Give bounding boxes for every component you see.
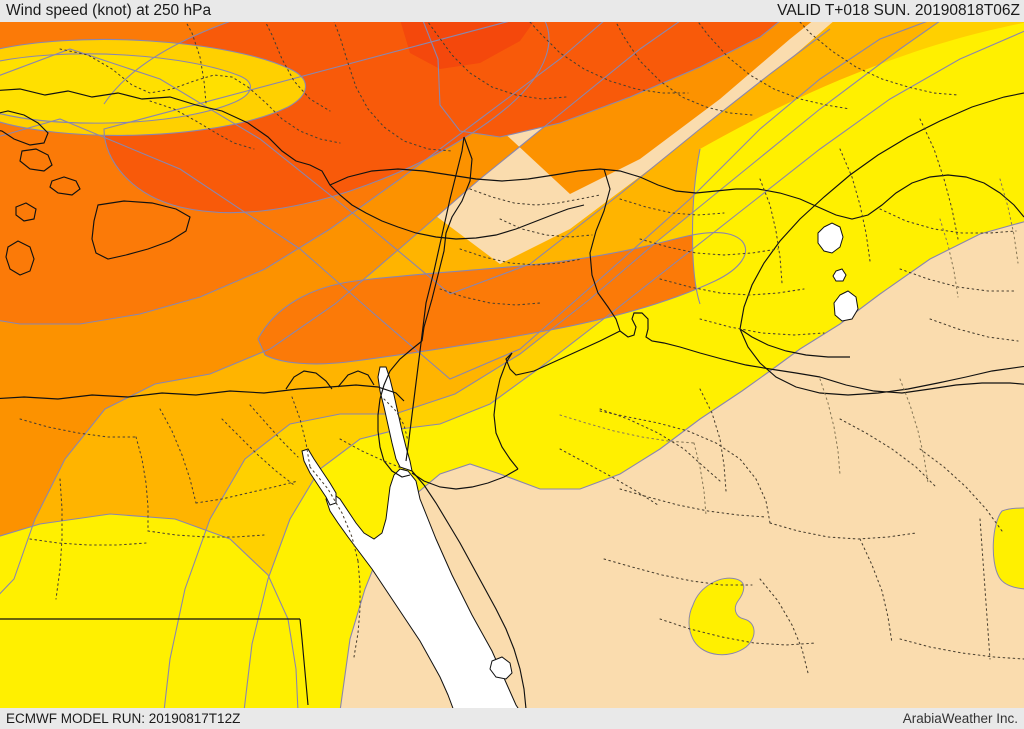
- provider-credit: ArabiaWeather Inc.: [902, 711, 1018, 726]
- pocket-yellow-saudi-1: [688, 577, 755, 656]
- gulf-island-2: [832, 268, 847, 282]
- admin-boundary-light-group: [559, 178, 1019, 516]
- inland-lake: [489, 656, 513, 680]
- coastline-group: [0, 88, 1024, 710]
- header-bar: Wind speed (knot) at 250 hPa VALID T+018…: [0, 0, 1024, 22]
- blob-deep-orange-levant: [258, 232, 746, 364]
- pocket-yellow-aegean-inner: [0, 53, 251, 124]
- admin-boundary-group: [19, 19, 1024, 674]
- wind-speed-contour-plot: [0, 19, 1024, 711]
- valid-time-label: VALID T+018 SUN. 20190818T06Z: [777, 2, 1020, 19]
- band-red-darkest: [399, 19, 536, 69]
- pocket-yellow-sw: [0, 514, 298, 711]
- footer-bar: ECMWF MODEL RUN: 20190817T12Z ArabiaWeat…: [0, 708, 1024, 729]
- national-border-group: [0, 136, 1024, 706]
- red-sea-water: [325, 468, 521, 711]
- gulf-island-1: [817, 222, 844, 254]
- weather-map-canvas[interactable]: [0, 19, 1024, 711]
- band-red-top-right: [422, 19, 783, 137]
- gulf-island-3: [833, 290, 859, 322]
- model-run-label: ECMWF MODEL RUN: 20190817T12Z: [6, 711, 241, 726]
- pocket-yellow-saudi-2: [992, 507, 1024, 590]
- page-title: Wind speed (knot) at 250 hPa: [6, 2, 212, 19]
- contour-line-group: [0, 19, 1024, 711]
